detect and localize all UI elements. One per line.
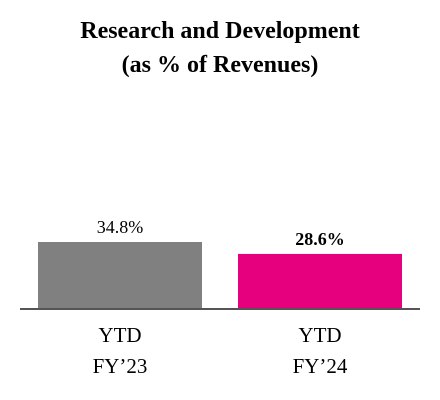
data-label-1: 34.8%	[97, 217, 144, 237]
category-label-2-line2: FY’24	[293, 354, 348, 378]
category-label-2-line1: YTD	[298, 323, 341, 347]
category-label-1-line1: YTD	[98, 323, 141, 347]
bar-1	[38, 242, 202, 309]
chart-subtitle: (as % of Revenues)	[121, 52, 319, 78]
bar-2	[238, 253, 402, 309]
chart-title: Research and Development	[80, 18, 360, 44]
category-label-1-line2: FY’23	[93, 354, 148, 378]
data-label-2: 28.6%	[295, 229, 345, 249]
chart-title-block: Research and Development (as % of Revenu…	[0, 14, 440, 82]
